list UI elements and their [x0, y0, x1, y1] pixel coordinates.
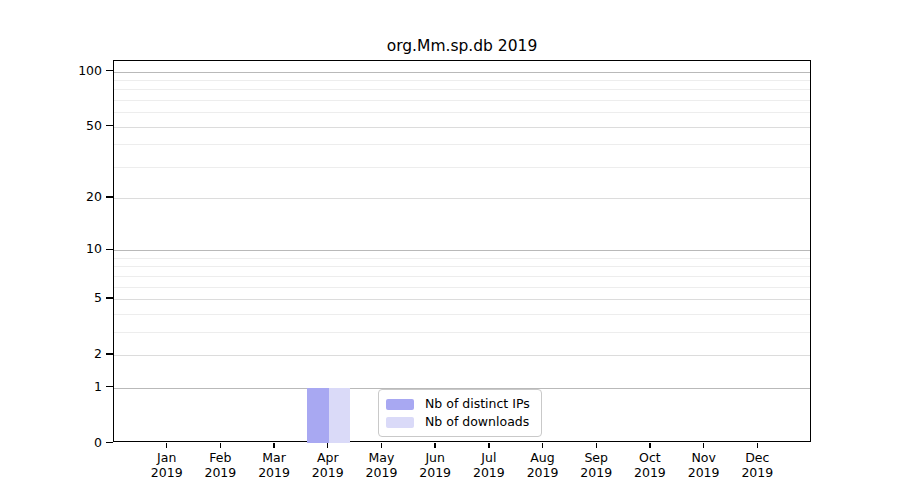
minor-gridline: [114, 314, 810, 315]
plot-area: [113, 60, 811, 442]
legend-item-downloads: Nb of downloads: [386, 415, 533, 429]
x-tick: [542, 443, 543, 449]
minor-gridline: [114, 258, 810, 259]
bar-downloads: [329, 388, 351, 444]
bar-distinct-ips: [307, 388, 329, 444]
y-tick: [106, 442, 113, 443]
minor-gridline: [114, 276, 810, 277]
x-tick: [327, 443, 328, 449]
x-tick-label: Apr 2019: [300, 450, 356, 481]
x-tick: [488, 443, 489, 449]
y-tick-label: 0: [62, 435, 102, 451]
legend-label-distinct-ips: Nb of distinct IPs: [425, 397, 530, 411]
x-tick-label: Feb 2019: [192, 450, 248, 481]
major-gridline: [114, 250, 810, 251]
x-tick-label: Aug 2019: [515, 450, 571, 481]
y-tick: [106, 297, 113, 298]
legend-label-downloads: Nb of downloads: [425, 415, 529, 429]
x-tick: [757, 443, 758, 449]
minor-gridline: [114, 167, 810, 168]
y-tick: [106, 70, 113, 71]
y-tick: [106, 249, 113, 250]
x-tick-label: Jul 2019: [461, 450, 517, 481]
minor-gridline: [114, 112, 810, 113]
x-tick-label: Sep 2019: [568, 450, 624, 481]
minor-gridline: [114, 266, 810, 267]
major-gridline: [114, 299, 810, 300]
major-gridline: [114, 72, 810, 73]
legend-swatch-distinct-ips-icon: [386, 399, 414, 410]
figure: org.Mm.sp.db 2019 0 1 2 5 10 20 50 100 Jan 2019…: [0, 0, 900, 500]
x-tick: [166, 443, 167, 449]
y-tick-label: 50: [62, 118, 102, 134]
legend-swatch-downloads-icon: [386, 417, 414, 428]
major-gridline: [114, 355, 810, 356]
y-tick-label: 5: [62, 290, 102, 306]
x-tick-label: Dec 2019: [729, 450, 785, 481]
y-tick: [106, 386, 113, 387]
x-tick: [273, 443, 274, 449]
x-tick: [220, 443, 221, 449]
y-tick-label: 1: [62, 379, 102, 395]
y-tick-label: 2: [62, 346, 102, 362]
chart-title: org.Mm.sp.db 2019: [113, 36, 811, 56]
x-tick: [381, 443, 382, 449]
y-tick-label: 10: [62, 241, 102, 257]
x-tick-label: Oct 2019: [622, 450, 678, 481]
y-tick-label: 100: [62, 63, 102, 79]
x-tick: [649, 443, 650, 449]
minor-gridline: [114, 89, 810, 90]
major-gridline: [114, 198, 810, 199]
x-tick: [434, 443, 435, 449]
y-tick-label: 20: [62, 189, 102, 205]
x-tick-label: Jun 2019: [407, 450, 463, 481]
x-tick: [703, 443, 704, 449]
x-tick-label: Jan 2019: [139, 450, 195, 481]
x-tick: [596, 443, 597, 449]
y-tick: [106, 196, 113, 197]
y-tick: [106, 125, 113, 126]
legend-item-distinct-ips: Nb of distinct IPs: [386, 397, 533, 411]
minor-gridline: [114, 144, 810, 145]
x-tick-label: Mar 2019: [246, 450, 302, 481]
y-tick: [106, 353, 113, 354]
minor-gridline: [114, 287, 810, 288]
minor-gridline: [114, 332, 810, 333]
x-tick-label: May 2019: [353, 450, 409, 481]
minor-gridline: [114, 80, 810, 81]
major-gridline: [114, 127, 810, 128]
minor-gridline: [114, 100, 810, 101]
legend: Nb of distinct IPs Nb of downloads: [378, 389, 542, 437]
x-tick-label: Nov 2019: [676, 450, 732, 481]
